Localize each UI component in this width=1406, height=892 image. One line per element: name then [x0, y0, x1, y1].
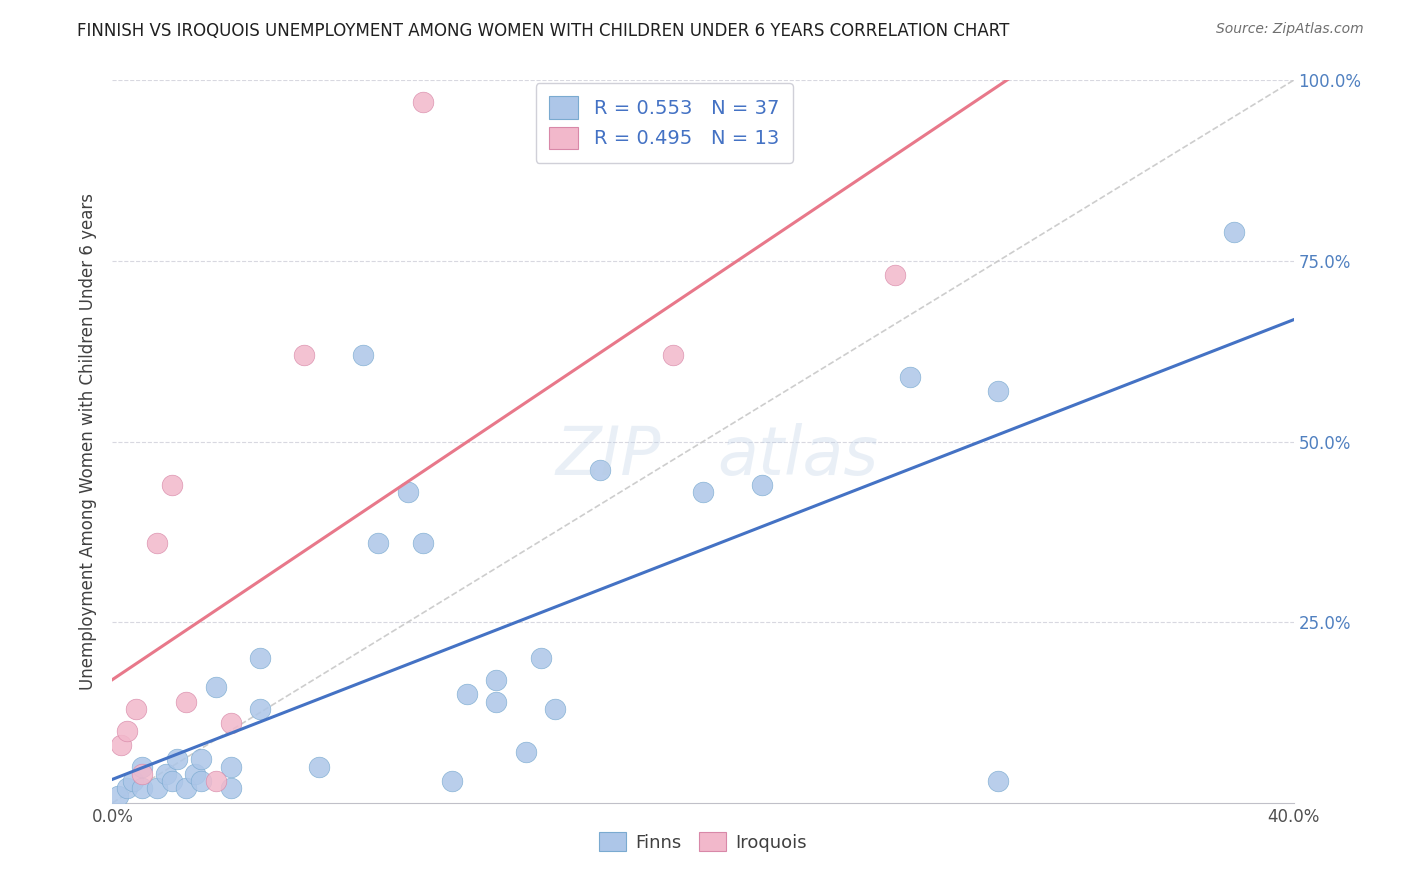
Text: atlas: atlas	[717, 423, 877, 489]
Text: FINNISH VS IROQUOIS UNEMPLOYMENT AMONG WOMEN WITH CHILDREN UNDER 6 YEARS CORRELA: FINNISH VS IROQUOIS UNEMPLOYMENT AMONG W…	[77, 22, 1010, 40]
Point	[411, 95, 433, 109]
Point	[117, 781, 138, 796]
Point	[205, 680, 228, 694]
Point	[249, 651, 271, 665]
Point	[485, 673, 508, 687]
Point	[884, 268, 907, 283]
Point	[544, 702, 567, 716]
Point	[110, 738, 132, 752]
Point	[588, 463, 610, 477]
Point	[751, 478, 773, 492]
Point	[174, 781, 197, 796]
Point	[107, 789, 129, 803]
Point	[898, 369, 921, 384]
Point	[166, 752, 188, 766]
Y-axis label: Unemployment Among Women with Children Under 6 years: Unemployment Among Women with Children U…	[79, 193, 97, 690]
Point	[662, 348, 685, 362]
Point	[131, 760, 153, 774]
Point	[411, 535, 433, 549]
Legend: Finns, Iroquois: Finns, Iroquois	[592, 824, 814, 859]
Text: ZIP: ZIP	[555, 423, 661, 489]
Point	[184, 767, 207, 781]
Text: Source: ZipAtlas.com: Source: ZipAtlas.com	[1216, 22, 1364, 37]
Point	[396, 485, 419, 500]
Point	[160, 774, 183, 789]
Point	[987, 774, 1010, 789]
Point	[117, 723, 138, 738]
Point	[456, 687, 478, 701]
Point	[352, 348, 374, 362]
Point	[692, 485, 714, 500]
Point	[219, 716, 242, 731]
Point	[205, 774, 228, 789]
Point	[515, 745, 537, 759]
Point	[529, 651, 551, 665]
Point	[485, 695, 508, 709]
Point	[441, 774, 464, 789]
Point	[987, 384, 1010, 398]
Point	[146, 781, 169, 796]
Point	[131, 781, 153, 796]
Point	[131, 767, 153, 781]
Point	[292, 348, 315, 362]
Point	[308, 760, 330, 774]
Point	[174, 695, 197, 709]
Point	[367, 535, 389, 549]
Point	[190, 774, 212, 789]
Point	[1223, 225, 1246, 239]
Point	[125, 702, 148, 716]
Point	[146, 535, 169, 549]
Point	[219, 760, 242, 774]
Point	[190, 752, 212, 766]
Point	[122, 774, 145, 789]
Point	[155, 767, 177, 781]
Point	[219, 781, 242, 796]
Point	[249, 702, 271, 716]
Point	[160, 478, 183, 492]
